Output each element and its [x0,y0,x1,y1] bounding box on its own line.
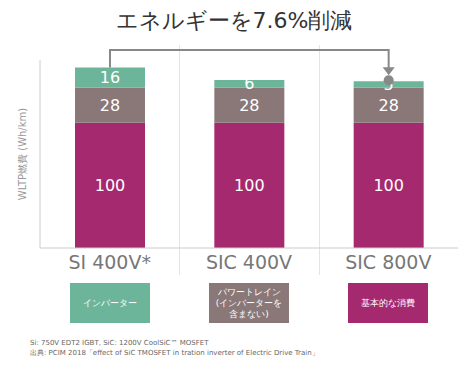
svg-text:SIC 800V: SIC 800V [345,251,431,273]
svg-text:SIC 400V: SIC 400V [206,251,292,273]
svg-text:SI 400V*: SI 400V* [68,251,150,273]
svg-text:5: 5 [384,75,394,94]
html-text:出典: PCIM 2018「effect of SiC TM: 出典: PCIM 2018「effect of SiC TMOSFET in t… [30,349,319,357]
html-text:基本的な消費: 基本的な消費 [361,297,416,308]
svg-text:6: 6 [244,74,254,93]
svg-text:28: 28 [378,96,398,115]
svg-text:28: 28 [100,96,120,115]
html-text:Si: 750V EDT2 IGBT, SiC: 1200V: Si: 750V EDT2 IGBT, SiC: 1200V CoolSiC™ … [30,339,209,347]
svg-text:16: 16 [100,68,120,87]
svg-text:28: 28 [239,96,259,115]
html-text:エネルギーを7.6%削減: エネルギーを7.6%削減 [115,8,353,33]
html-text:インバーター: インバーター [82,297,137,308]
svg-text:100: 100 [373,176,404,195]
svg-text:100: 100 [234,176,265,195]
svg-text:WLTP燃費 (Wh/km): WLTP燃費 (Wh/km) [17,108,28,200]
svg-text:100: 100 [95,176,126,195]
html-text:(インバーターを含まない): (インバーターを含まない) [215,297,283,319]
html-text:パワートレイン: パワートレイン [217,286,281,297]
